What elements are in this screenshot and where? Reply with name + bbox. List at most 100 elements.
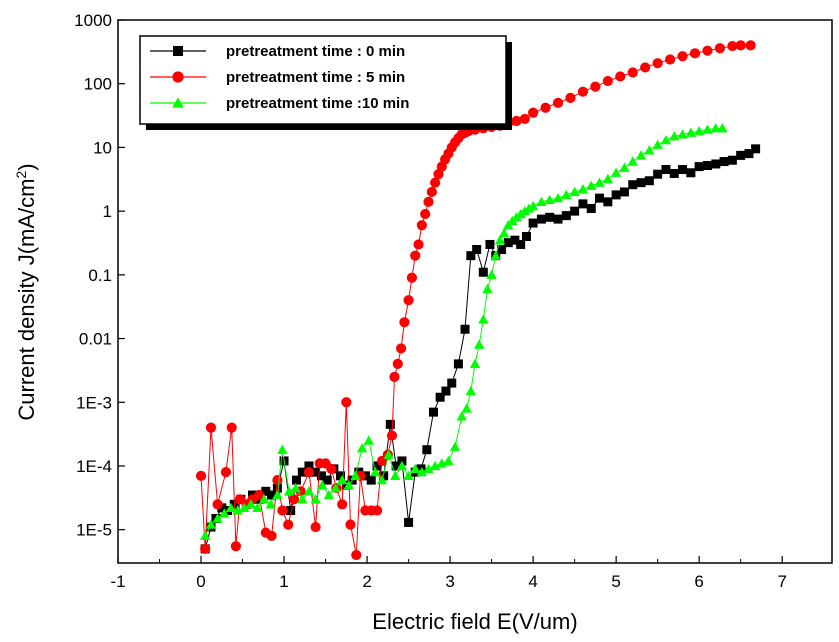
data-point [627,67,638,78]
data-point [386,430,398,441]
data-point [356,443,368,453]
data-point [385,419,395,429]
data-point [602,173,614,184]
data-point [376,474,388,485]
data-point [423,196,434,207]
data-point [261,486,271,496]
data-point [545,212,555,222]
data-point [577,184,589,194]
x-tick-label: -1 [110,572,125,591]
data-point [345,519,356,530]
data-point [644,176,654,186]
data-point [744,149,754,159]
data-point [586,180,597,190]
y-tick-label: 1E-4 [76,457,112,476]
data-point [486,269,497,279]
data-point [292,475,301,485]
data-point [239,502,250,513]
data-point [303,486,315,496]
data-point [523,203,535,213]
data-point [286,506,296,516]
data-point [561,211,571,221]
data-point [527,200,539,211]
data-point [694,162,704,172]
data-point [219,508,230,518]
data-point [570,206,580,216]
data-point [710,123,721,133]
data-point [283,486,295,496]
data-point [443,455,454,466]
data-point [456,411,467,421]
data-point [536,196,547,206]
data-point [603,197,613,207]
data-point [426,186,437,198]
data-point [478,267,488,277]
data-point [304,461,314,471]
data-point [478,314,489,324]
data-point [686,168,696,178]
data-point [283,519,294,530]
data-point [265,499,276,509]
data-point [230,541,241,552]
data-point [714,43,726,54]
data-point [416,466,428,477]
data-point [636,178,646,188]
data-point [540,102,551,113]
data-point [590,81,601,92]
data-point [396,343,407,354]
data-point [473,339,485,349]
x-axis-title: Electric field E(V/um) [372,609,577,634]
data-point [461,403,472,413]
data-point [561,189,572,200]
data-point [311,467,321,477]
data-point [736,150,746,160]
data-point [552,97,564,108]
data-point [277,444,288,454]
data-point [254,489,265,501]
data-point [644,145,655,155]
data-point [610,167,622,177]
y-tick-label: 1E-5 [76,521,112,540]
data-point [326,463,337,474]
legend-marker-triangle [172,97,184,108]
data-point [528,218,538,228]
plot-frame [117,19,833,564]
data-point [316,471,326,481]
data-point [519,113,530,125]
data-point [205,519,217,529]
data-point [290,482,301,493]
y-axis-title-main: Current density J(mA/cm [14,179,39,421]
data-point [404,517,414,527]
legend-label: pretreatment time :10 min [226,95,409,112]
data-point [413,239,424,250]
legend-marker-circle [172,71,184,83]
data-point [465,385,477,396]
data-point [303,467,315,478]
series-2 [199,123,728,541]
data-point [678,165,688,175]
data-point [422,445,432,455]
data-point [594,177,605,187]
data-point [482,283,493,294]
data-point [460,324,470,334]
data-point [267,490,277,500]
data-point [310,494,321,504]
data-point [403,295,414,306]
data-point [711,159,721,169]
data-point [390,470,401,480]
data-point [225,502,237,513]
data-point [619,162,630,172]
data-point [252,502,263,513]
data-point [569,186,580,197]
data-point [317,479,328,490]
data-point [702,161,712,171]
data-point [416,220,427,231]
data-point [653,169,663,179]
data-point [702,45,713,56]
data-point [297,494,308,504]
data-point [272,475,283,486]
data-point [717,123,728,133]
data-point [472,244,482,254]
data-point [544,194,555,205]
